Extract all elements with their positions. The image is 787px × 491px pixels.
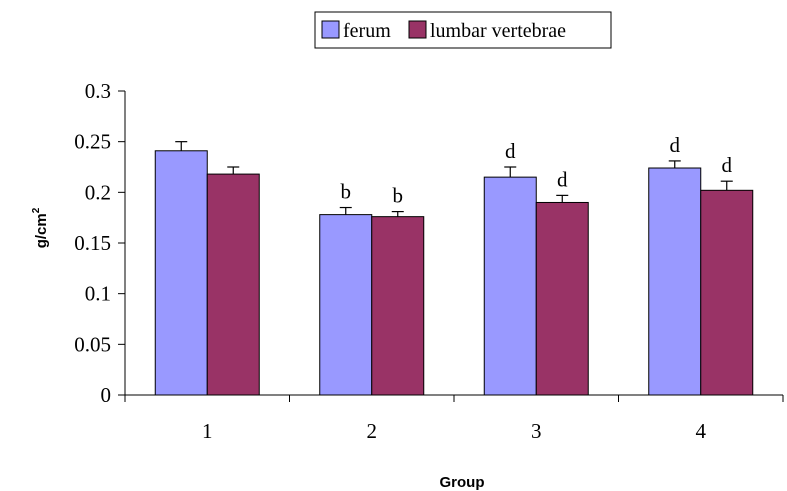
y-tick-label: 0.3 bbox=[85, 79, 111, 103]
bar-lumbar-vertebrae-2 bbox=[371, 216, 425, 396]
legend-border bbox=[314, 11, 612, 49]
y-tick-label: 0.25 bbox=[74, 130, 111, 154]
legend-label-lumbar-vertebrae: lumbar vertebrae bbox=[430, 20, 566, 42]
y-tick-label: 0 bbox=[101, 383, 112, 407]
legend-swatch-lumbar-vertebrae bbox=[408, 20, 427, 39]
legend-label-ferum: ferum bbox=[343, 20, 391, 42]
x-tick-label: 3 bbox=[531, 419, 542, 443]
significance-label: d bbox=[557, 167, 568, 191]
x-axis-title: Group bbox=[440, 474, 485, 491]
y-axis-title-base: g/cm bbox=[33, 213, 50, 248]
x-tick-label: 1 bbox=[202, 419, 213, 443]
legend: ferum lumbar vertebrae bbox=[314, 11, 612, 49]
significance-label: b bbox=[393, 184, 404, 208]
bar-lumbar-vertebrae-4 bbox=[700, 189, 754, 396]
bar-ferum-1 bbox=[154, 150, 208, 396]
x-tick-label: 4 bbox=[696, 419, 707, 443]
bar-lumbar-vertebrae-1 bbox=[206, 173, 260, 396]
y-tick-label: 0.2 bbox=[85, 180, 111, 204]
legend-swatch-ferum bbox=[321, 20, 340, 39]
y-axis-title-superscript: 2 bbox=[31, 207, 42, 213]
plot-area: 0 0.05 0.1 0.15 0.2 0.25 0.3 1 b b 2 d d 3 d d 4 bbox=[74, 79, 784, 443]
y-tick-label: 0.1 bbox=[85, 282, 111, 306]
bar-ferum-4 bbox=[648, 167, 702, 396]
significance-label: d bbox=[722, 153, 733, 177]
bar-ferum-2 bbox=[319, 214, 373, 396]
x-tick-label: 2 bbox=[367, 419, 378, 443]
bar-ferum-3 bbox=[483, 176, 537, 396]
bar-lumbar-vertebrae-3 bbox=[535, 201, 589, 396]
y-tick-label: 0.15 bbox=[74, 231, 111, 255]
y-tick-label: 0.05 bbox=[74, 332, 111, 356]
significance-label: d bbox=[670, 133, 681, 157]
y-axis-title: g/cm2 bbox=[31, 207, 50, 248]
significance-label: d bbox=[505, 139, 516, 163]
significance-label: b bbox=[341, 180, 352, 204]
